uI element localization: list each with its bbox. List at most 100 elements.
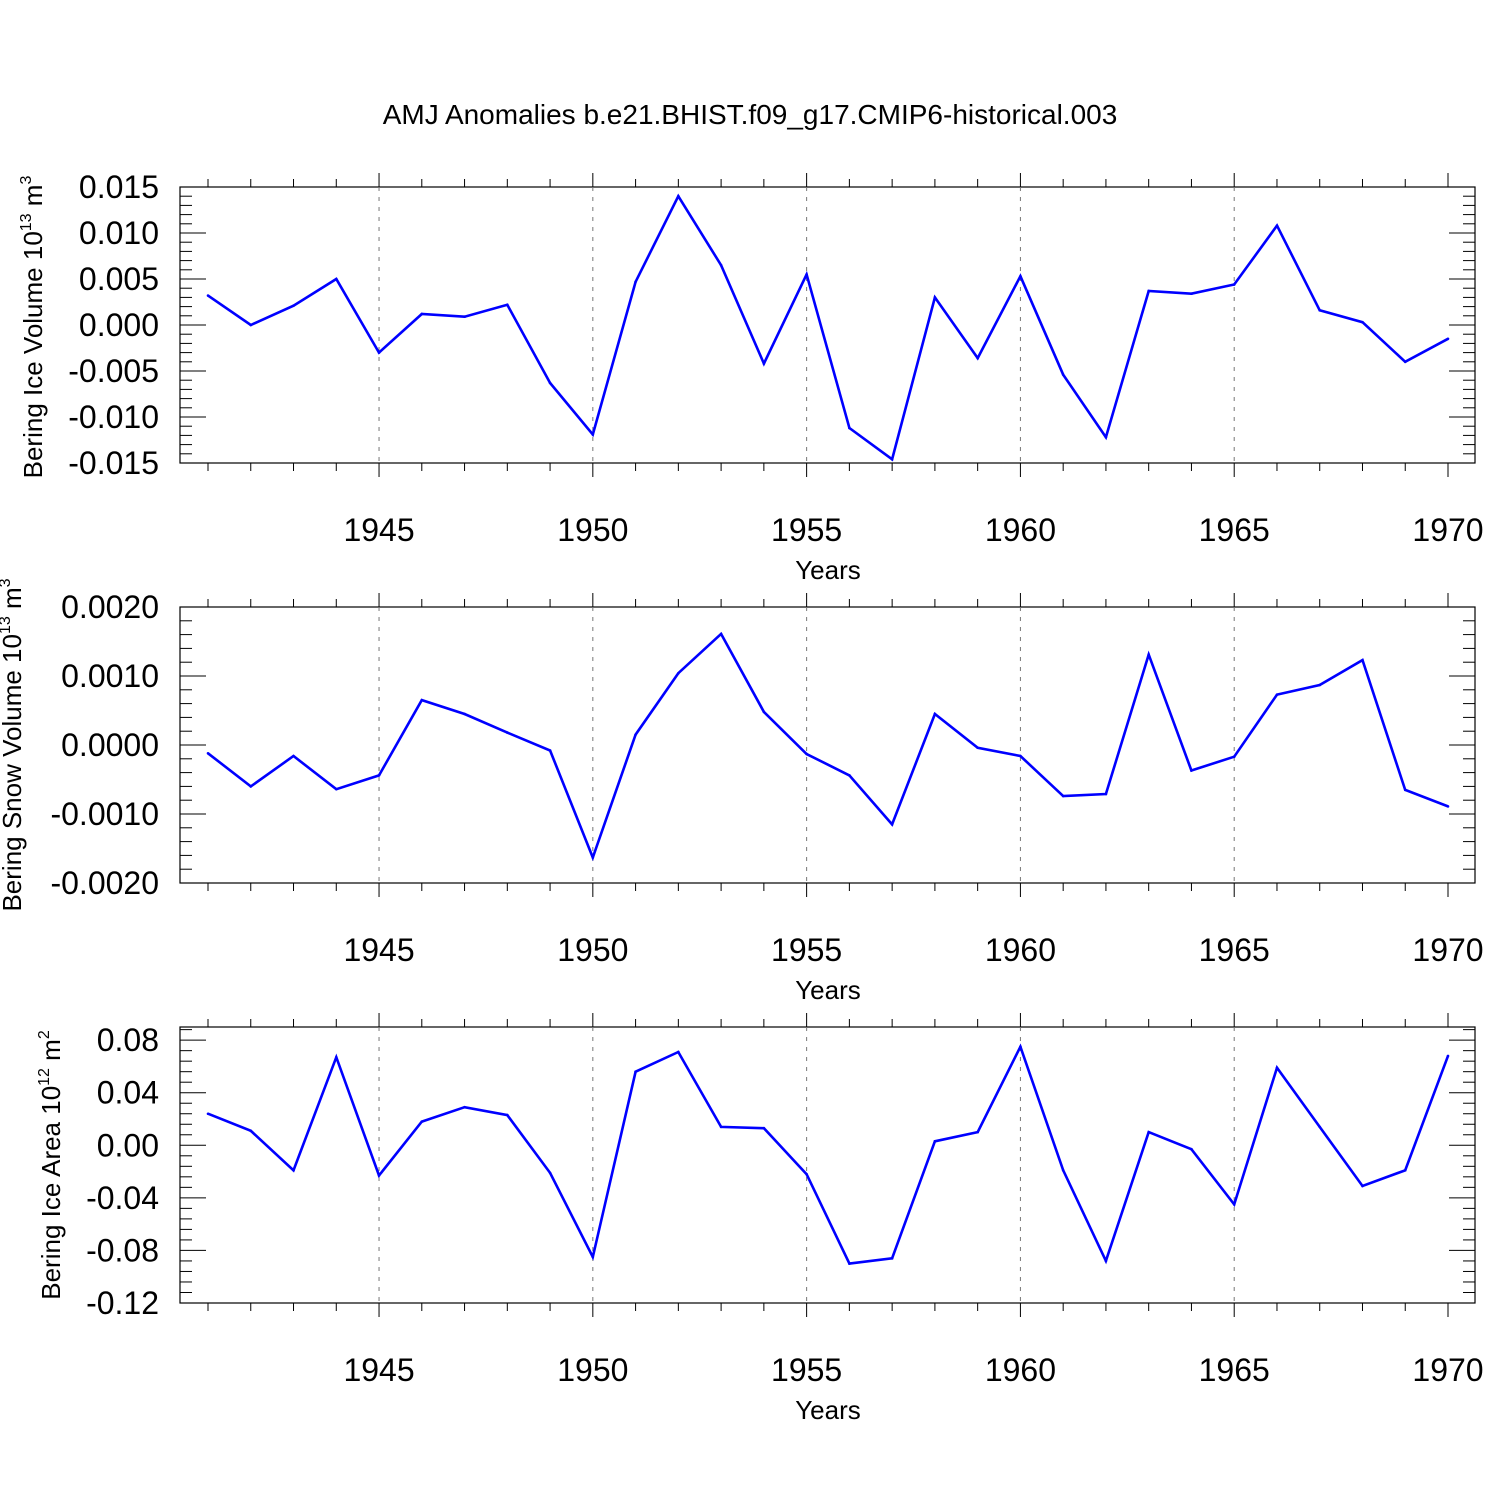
data-point [1190,292,1193,296]
data-point [506,731,509,734]
data-point [1061,794,1065,798]
data-point [1147,653,1150,656]
x-tick-label: 1970 [1412,512,1483,548]
y-axis-title-part: Bering Snow Volume 10 [0,634,27,912]
x-tick-label: 1950 [557,932,628,968]
data-point [634,1070,637,1073]
y-tick-label: -0.0010 [50,796,159,832]
figure-title: AMJ Anomalies b.e21.BHIST.f09_g17.CMIP6-… [383,99,1118,130]
data-point [933,712,937,716]
data-point [548,381,552,385]
data-point [1147,289,1150,293]
y-tick-label: 0.0000 [61,727,159,763]
series-line [207,193,1449,462]
data-point [420,698,424,702]
x-tick-label: 1960 [985,1352,1056,1388]
data-point [976,746,979,750]
x-tick-label: 1965 [1199,1352,1270,1388]
series-line [207,1043,1450,1266]
data-point [591,433,595,436]
data-point [848,774,851,777]
y-tick-label: -0.04 [86,1180,159,1216]
y-axis-title: Bering Snow Volume 1013 m3 [0,578,27,911]
y-tick-label: 0.08 [97,1022,159,1058]
y-axis-title-superscript: 2 [36,1030,53,1039]
data-point [762,362,766,365]
y-tick-label: -0.010 [68,399,159,435]
data-point [933,296,937,299]
x-tick-label: 1965 [1199,512,1270,548]
data-point [1403,360,1407,364]
data-point [1104,792,1108,796]
x-tick-label: 1945 [343,512,414,548]
y-axis-title-part: m [18,185,48,214]
y-tick-label: -0.12 [86,1285,159,1321]
y-tick-label: 0.04 [97,1075,159,1111]
data-point [1361,658,1364,662]
y-tick-label: 0.0010 [61,658,159,694]
y-tick-label: -0.015 [68,445,159,481]
data-point [719,1125,723,1129]
data-point [1147,1130,1150,1134]
data-point [677,1050,680,1054]
series-line [207,631,1449,862]
data-point [1104,1259,1108,1263]
data-point [1190,1147,1193,1151]
data-point [506,1113,509,1117]
data-point [805,1172,808,1176]
panel-3: 1945 1950 1955 1960 1965 1970 0.08 0.04 0.00 -0.0… [36,1013,1484,1425]
y-axis-title-superscript: 13 [18,213,35,231]
data-point [976,356,979,360]
y-tick-label: 0.0020 [61,589,159,625]
y-tick-label: 0.015 [79,169,159,205]
data-point [933,1140,937,1143]
data-point [249,323,253,327]
data-point [377,351,381,354]
y-tick-label: 0.000 [79,307,159,343]
data-point [719,263,723,267]
x-tick-label: 1955 [771,1352,842,1388]
data-point [805,273,808,276]
x-axis-title: Years [795,1395,861,1425]
data-point [206,294,210,297]
data-point [1318,1125,1322,1129]
y-tick-label: 0.005 [79,261,159,297]
y-tick-label: -0.005 [68,353,159,389]
data-point [719,632,723,636]
y-axis-title-part: m [36,1039,66,1068]
y-axis-title-part: m [0,587,27,616]
data-point [890,823,894,826]
data-point [1104,435,1108,439]
data-point [292,1168,295,1172]
data-point [1446,337,1450,341]
y-tick-label: -0.0020 [50,865,159,901]
data-point [890,458,894,461]
data-point [762,1126,766,1130]
data-point [377,1174,381,1177]
data-point [591,1255,595,1259]
data-point [1403,1168,1407,1172]
data-point [1318,683,1322,687]
data-point [1318,308,1322,312]
data-point [377,774,381,777]
data-point [292,754,295,758]
data-point [463,1105,466,1109]
data-point [506,303,509,307]
data-point [1446,805,1450,808]
data-point [805,752,808,756]
x-tick-label: 1945 [343,932,414,968]
data-point [1019,274,1022,278]
plot-frame [179,186,1476,464]
x-tick-label: 1950 [557,512,628,548]
x-tick-label: 1970 [1412,932,1483,968]
data-point [677,671,680,675]
y-tick-label: -0.08 [86,1232,159,1268]
y-tick-label: 0.00 [97,1127,159,1163]
data-point [1061,373,1065,376]
data-point [848,1262,851,1265]
data-point [1275,224,1279,227]
data-point [249,785,253,788]
data-point [1019,754,1022,758]
x-tick-label: 1945 [343,1352,414,1388]
data-point [1275,1066,1279,1070]
